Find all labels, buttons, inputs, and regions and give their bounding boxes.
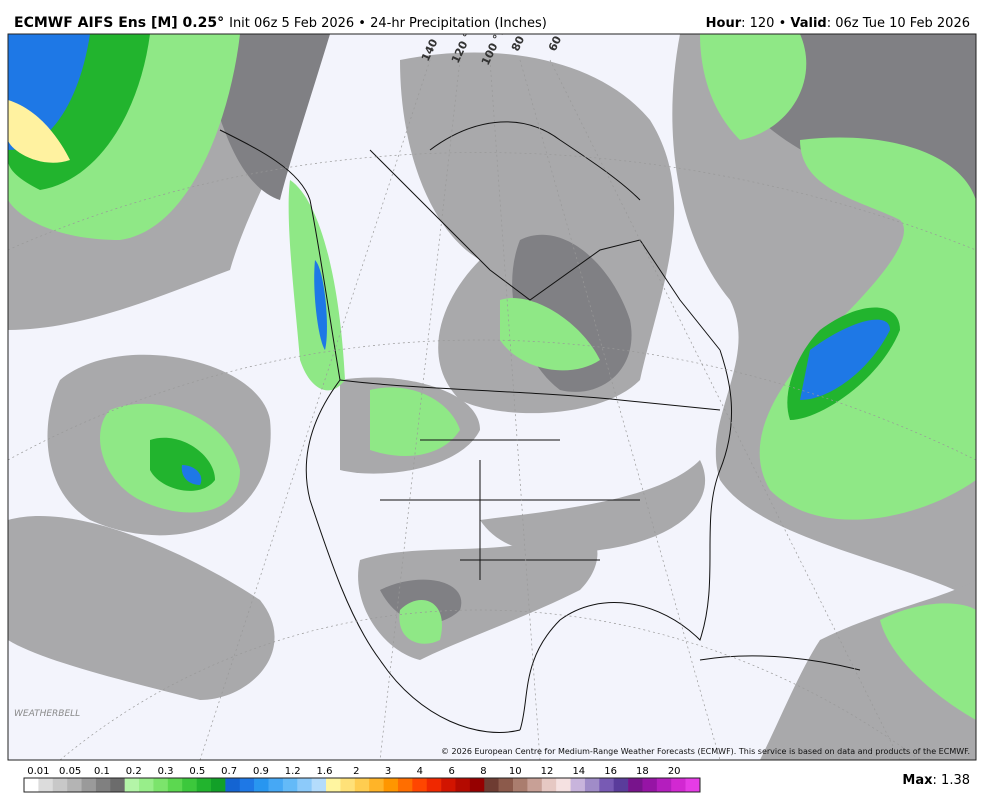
colorbar-label: 18 <box>636 766 649 777</box>
color-swatch <box>52 778 68 792</box>
max-label: Max <box>902 773 933 788</box>
max-precip <box>8 100 70 163</box>
max-value: : 1.38 <box>933 773 970 788</box>
color-swatch <box>369 778 384 792</box>
colorbar: 0.01 0.05 0.1 0.2 0.3 0.5 0.7 0.9 1.2 1.6 2 3 4 6 8 10 1… <box>23 766 701 793</box>
color-swatch <box>397 778 413 792</box>
graticule <box>8 59 976 760</box>
hour: : 120 • <box>741 16 790 31</box>
colorbar-frame <box>23 777 701 793</box>
color-swatch <box>354 778 370 792</box>
colorbar-label: 6 <box>448 766 454 777</box>
color-swatch <box>656 778 672 792</box>
color-swatch <box>383 778 399 792</box>
valid-label: Valid <box>790 16 826 31</box>
color-swatch <box>81 778 97 792</box>
color-swatch <box>584 778 600 792</box>
color-swatch <box>282 778 298 792</box>
color-swatch <box>38 778 54 792</box>
init: Init 06z 5 Feb 2026 • 24-hr Precipitatio… <box>229 16 547 31</box>
color-swatch <box>340 778 356 792</box>
colorbar-label: 0.05 <box>59 766 81 777</box>
map-frame <box>7 33 977 761</box>
colorbar-label: 10 <box>509 766 522 777</box>
colorbar-label: 20 <box>668 766 681 777</box>
color-swatch <box>153 778 169 792</box>
colorbar-label: 0.1 <box>94 766 110 777</box>
color-swatch <box>441 778 456 792</box>
color-swatch <box>95 778 111 792</box>
color-swatch <box>498 778 514 792</box>
green-precip <box>8 34 976 720</box>
color-swatch <box>311 778 327 792</box>
colorbar-label: 1.6 <box>317 766 333 777</box>
colorbar-label: 0.5 <box>189 766 205 777</box>
colorbar-label: 8 <box>480 766 486 777</box>
color-swatch <box>642 778 658 792</box>
colorbar-label: 2 <box>353 766 359 777</box>
color-swatch <box>613 778 629 792</box>
color-swatch <box>484 778 499 792</box>
colorbar-label: 0.9 <box>253 766 269 777</box>
boundaries <box>219 121 861 733</box>
color-swatch <box>196 778 212 792</box>
model: ECMWF AIFS Ens [M] 0.25° <box>14 15 224 31</box>
color-swatch <box>570 778 586 792</box>
color-swatch <box>24 778 39 792</box>
color-swatch <box>254 778 269 792</box>
hour-label: Hour <box>706 16 742 31</box>
max-info: Max: 1.38 <box>902 773 970 788</box>
map: 140 °W 120 °W 100 °W 80 °W 60 °W WEATHERBELL… <box>8 34 976 760</box>
color-swatch <box>225 778 241 792</box>
color-swatch <box>527 778 543 792</box>
colorbar-label: 1.2 <box>285 766 301 777</box>
colorbar-label: 0.3 <box>158 766 174 777</box>
color-swatch <box>182 778 197 792</box>
color-swatch <box>628 778 643 792</box>
colorbar-label: 14 <box>572 766 585 777</box>
valid-info: Hour: 120 • Valid: 06z Tue 10 Feb 2026 <box>706 16 970 31</box>
color-swatch <box>110 778 125 792</box>
colorbar-label: 4 <box>417 766 423 777</box>
colorbar-label: 0.01 <box>27 766 49 777</box>
color-swatch <box>599 778 615 792</box>
color-swatch <box>239 778 255 792</box>
color-swatch <box>671 778 686 792</box>
color-swatch <box>326 778 341 792</box>
color-swatch <box>210 778 226 792</box>
logo: WEATHERBELL <box>14 709 80 719</box>
color-swatch <box>556 778 571 792</box>
colorbar-label: 0.2 <box>126 766 142 777</box>
color-swatch <box>513 778 528 792</box>
color-swatch <box>455 778 471 792</box>
colorbar-label: 3 <box>385 766 391 777</box>
color-swatch <box>67 778 82 792</box>
color-swatch <box>268 778 284 792</box>
color-swatch <box>412 778 428 792</box>
color-swatch <box>469 778 485 792</box>
copyright: © 2026 European Centre for Medium-Range … <box>441 747 970 756</box>
color-swatch <box>167 778 183 792</box>
valid: : 06z Tue 10 Feb 2026 <box>827 16 970 31</box>
color-swatch <box>139 778 154 792</box>
color-swatch <box>685 778 701 792</box>
colorbar-label: 0.7 <box>221 766 237 777</box>
color-swatch <box>297 778 312 792</box>
colorbar-label: 16 <box>604 766 617 777</box>
colorbar-label: 12 <box>541 766 554 777</box>
color-swatch <box>426 778 442 792</box>
color-swatch <box>541 778 557 792</box>
color-swatch <box>124 778 140 792</box>
model-title: ECMWF AIFS Ens [M] 0.25° Init 06z 5 Feb 2… <box>14 15 547 31</box>
